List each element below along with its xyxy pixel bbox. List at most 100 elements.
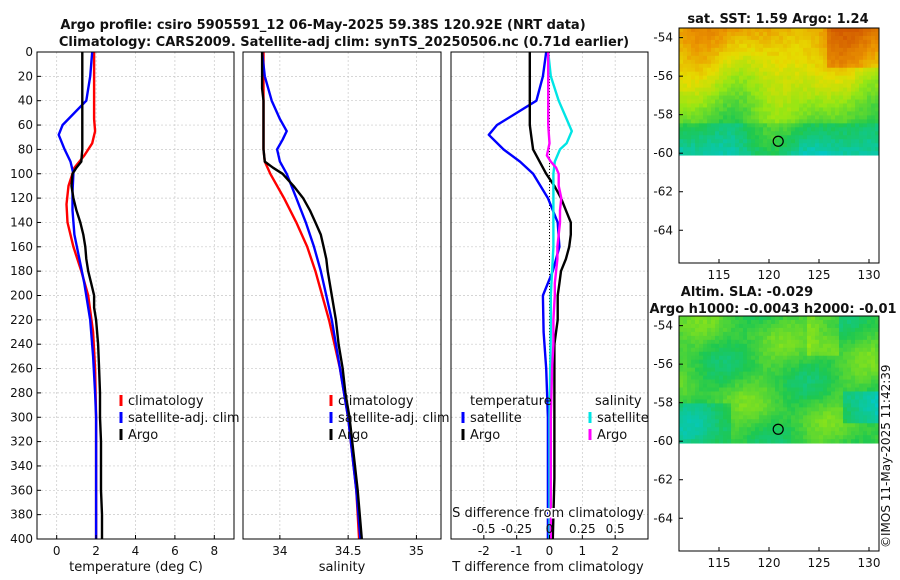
depth-tick-label: 320	[10, 435, 33, 449]
heatmap-cell	[875, 71, 880, 77]
heatmap-cell	[735, 87, 740, 92]
heatmap-cell	[751, 363, 756, 369]
heatmap-cell	[723, 63, 728, 69]
heatmap-cell	[755, 347, 760, 353]
heatmap-cell	[759, 395, 764, 400]
heatmap-cell	[723, 339, 728, 345]
heatmap-cell	[691, 63, 696, 69]
heatmap-cell	[683, 423, 688, 428]
heatmap-cell	[771, 31, 776, 37]
heatmap-cell	[831, 67, 836, 73]
heatmap-cell	[875, 363, 880, 369]
heatmap-cell	[791, 319, 796, 325]
heatmap-cell	[763, 75, 768, 81]
heatmap-cell	[715, 431, 720, 436]
heatmap-cell	[731, 87, 736, 92]
heatmap-cell	[863, 427, 868, 432]
heatmap-cell	[767, 379, 772, 384]
heatmap-cell	[827, 359, 832, 365]
heatmap-cell	[715, 43, 720, 49]
heatmap-cell	[791, 139, 796, 144]
heatmap-cell	[827, 339, 832, 345]
heatmap-cell	[839, 139, 844, 144]
heatmap-cell	[823, 123, 828, 128]
heatmap-cell	[751, 375, 756, 380]
lat-tick-label: -64	[653, 511, 673, 525]
heatmap-cell	[739, 119, 744, 124]
heatmap-cell	[723, 123, 728, 128]
heatmap-cell	[795, 375, 800, 380]
heatmap-cell	[791, 375, 796, 380]
heatmap-cell	[723, 387, 728, 392]
heatmap-cell	[735, 135, 740, 140]
lon-tick-label: 125	[808, 556, 831, 570]
heatmap-cell	[835, 83, 840, 88]
heatmap-cell	[871, 107, 876, 112]
heatmap-cell	[755, 147, 760, 152]
heatmap-cell	[855, 375, 860, 380]
heatmap-cell	[855, 67, 860, 73]
heatmap-cell	[723, 75, 728, 81]
heatmap-cell	[791, 103, 796, 108]
heatmap-cell	[763, 319, 768, 325]
heatmap-cell	[875, 95, 880, 100]
heatmap-cell	[711, 331, 716, 337]
heatmap-cell	[855, 407, 860, 412]
heatmap-cell	[755, 143, 760, 148]
heatmap-cell	[871, 71, 876, 77]
heatmap-cell	[715, 107, 720, 112]
heatmap-cell	[711, 71, 716, 77]
heatmap-cell	[751, 99, 756, 104]
heatmap-cell	[835, 67, 840, 73]
heatmap-cell	[843, 355, 848, 361]
heatmap-cell	[843, 415, 848, 420]
heatmap-cell	[839, 391, 844, 396]
heatmap-cell	[687, 415, 692, 420]
heatmap-cell	[703, 355, 708, 361]
heatmap-cell	[855, 435, 860, 440]
heatmap-cell	[719, 51, 724, 57]
sla-map-panel: Altim. SLA: -0.029 Argo h1000: -0.0043 h…	[649, 285, 896, 570]
heatmap-cell	[683, 51, 688, 57]
heatmap-cell	[795, 355, 800, 361]
heatmap-cell	[743, 371, 748, 376]
heatmap-cell	[851, 355, 856, 361]
heatmap-cell	[755, 59, 760, 65]
heatmap-cell	[731, 415, 736, 420]
heatmap-cell	[719, 379, 724, 384]
heatmap-cell	[867, 375, 872, 380]
heatmap-cell	[863, 123, 868, 128]
legend-argo-label: Argo	[338, 428, 368, 443]
heatmap-cell	[691, 59, 696, 65]
heatmap-cell	[719, 323, 724, 329]
heatmap-cell	[735, 331, 740, 337]
heatmap-cell	[871, 355, 876, 361]
heatmap-cell	[839, 375, 844, 380]
heatmap-cell	[871, 87, 876, 92]
heatmap-cell	[683, 43, 688, 49]
heatmap-cell	[723, 99, 728, 104]
heatmap-cell	[823, 47, 828, 53]
heatmap-cell	[807, 375, 812, 380]
heatmap-cell	[743, 147, 748, 152]
heatmap-cell	[795, 71, 800, 77]
heatmap-cell	[699, 127, 704, 132]
heatmap-cell	[755, 316, 760, 321]
heatmap-cell	[683, 91, 688, 96]
depth-tick-label: 260	[10, 362, 33, 376]
heatmap-cell	[687, 151, 692, 156]
heatmap-cell	[747, 99, 752, 104]
heatmap-cell	[815, 47, 820, 53]
heatmap-cell	[795, 67, 800, 73]
heatmap-cell	[739, 79, 744, 85]
heatmap-cell	[715, 427, 720, 432]
heatmap-cell	[787, 43, 792, 49]
heatmap-cell	[755, 415, 760, 420]
heatmap-cell	[687, 39, 692, 45]
heatmap-cell	[743, 63, 748, 69]
heatmap-cell	[863, 99, 868, 104]
heatmap-cell	[751, 143, 756, 148]
heatmap-cell	[755, 379, 760, 384]
heatmap-cell	[867, 399, 872, 404]
heatmap-cell	[699, 87, 704, 92]
